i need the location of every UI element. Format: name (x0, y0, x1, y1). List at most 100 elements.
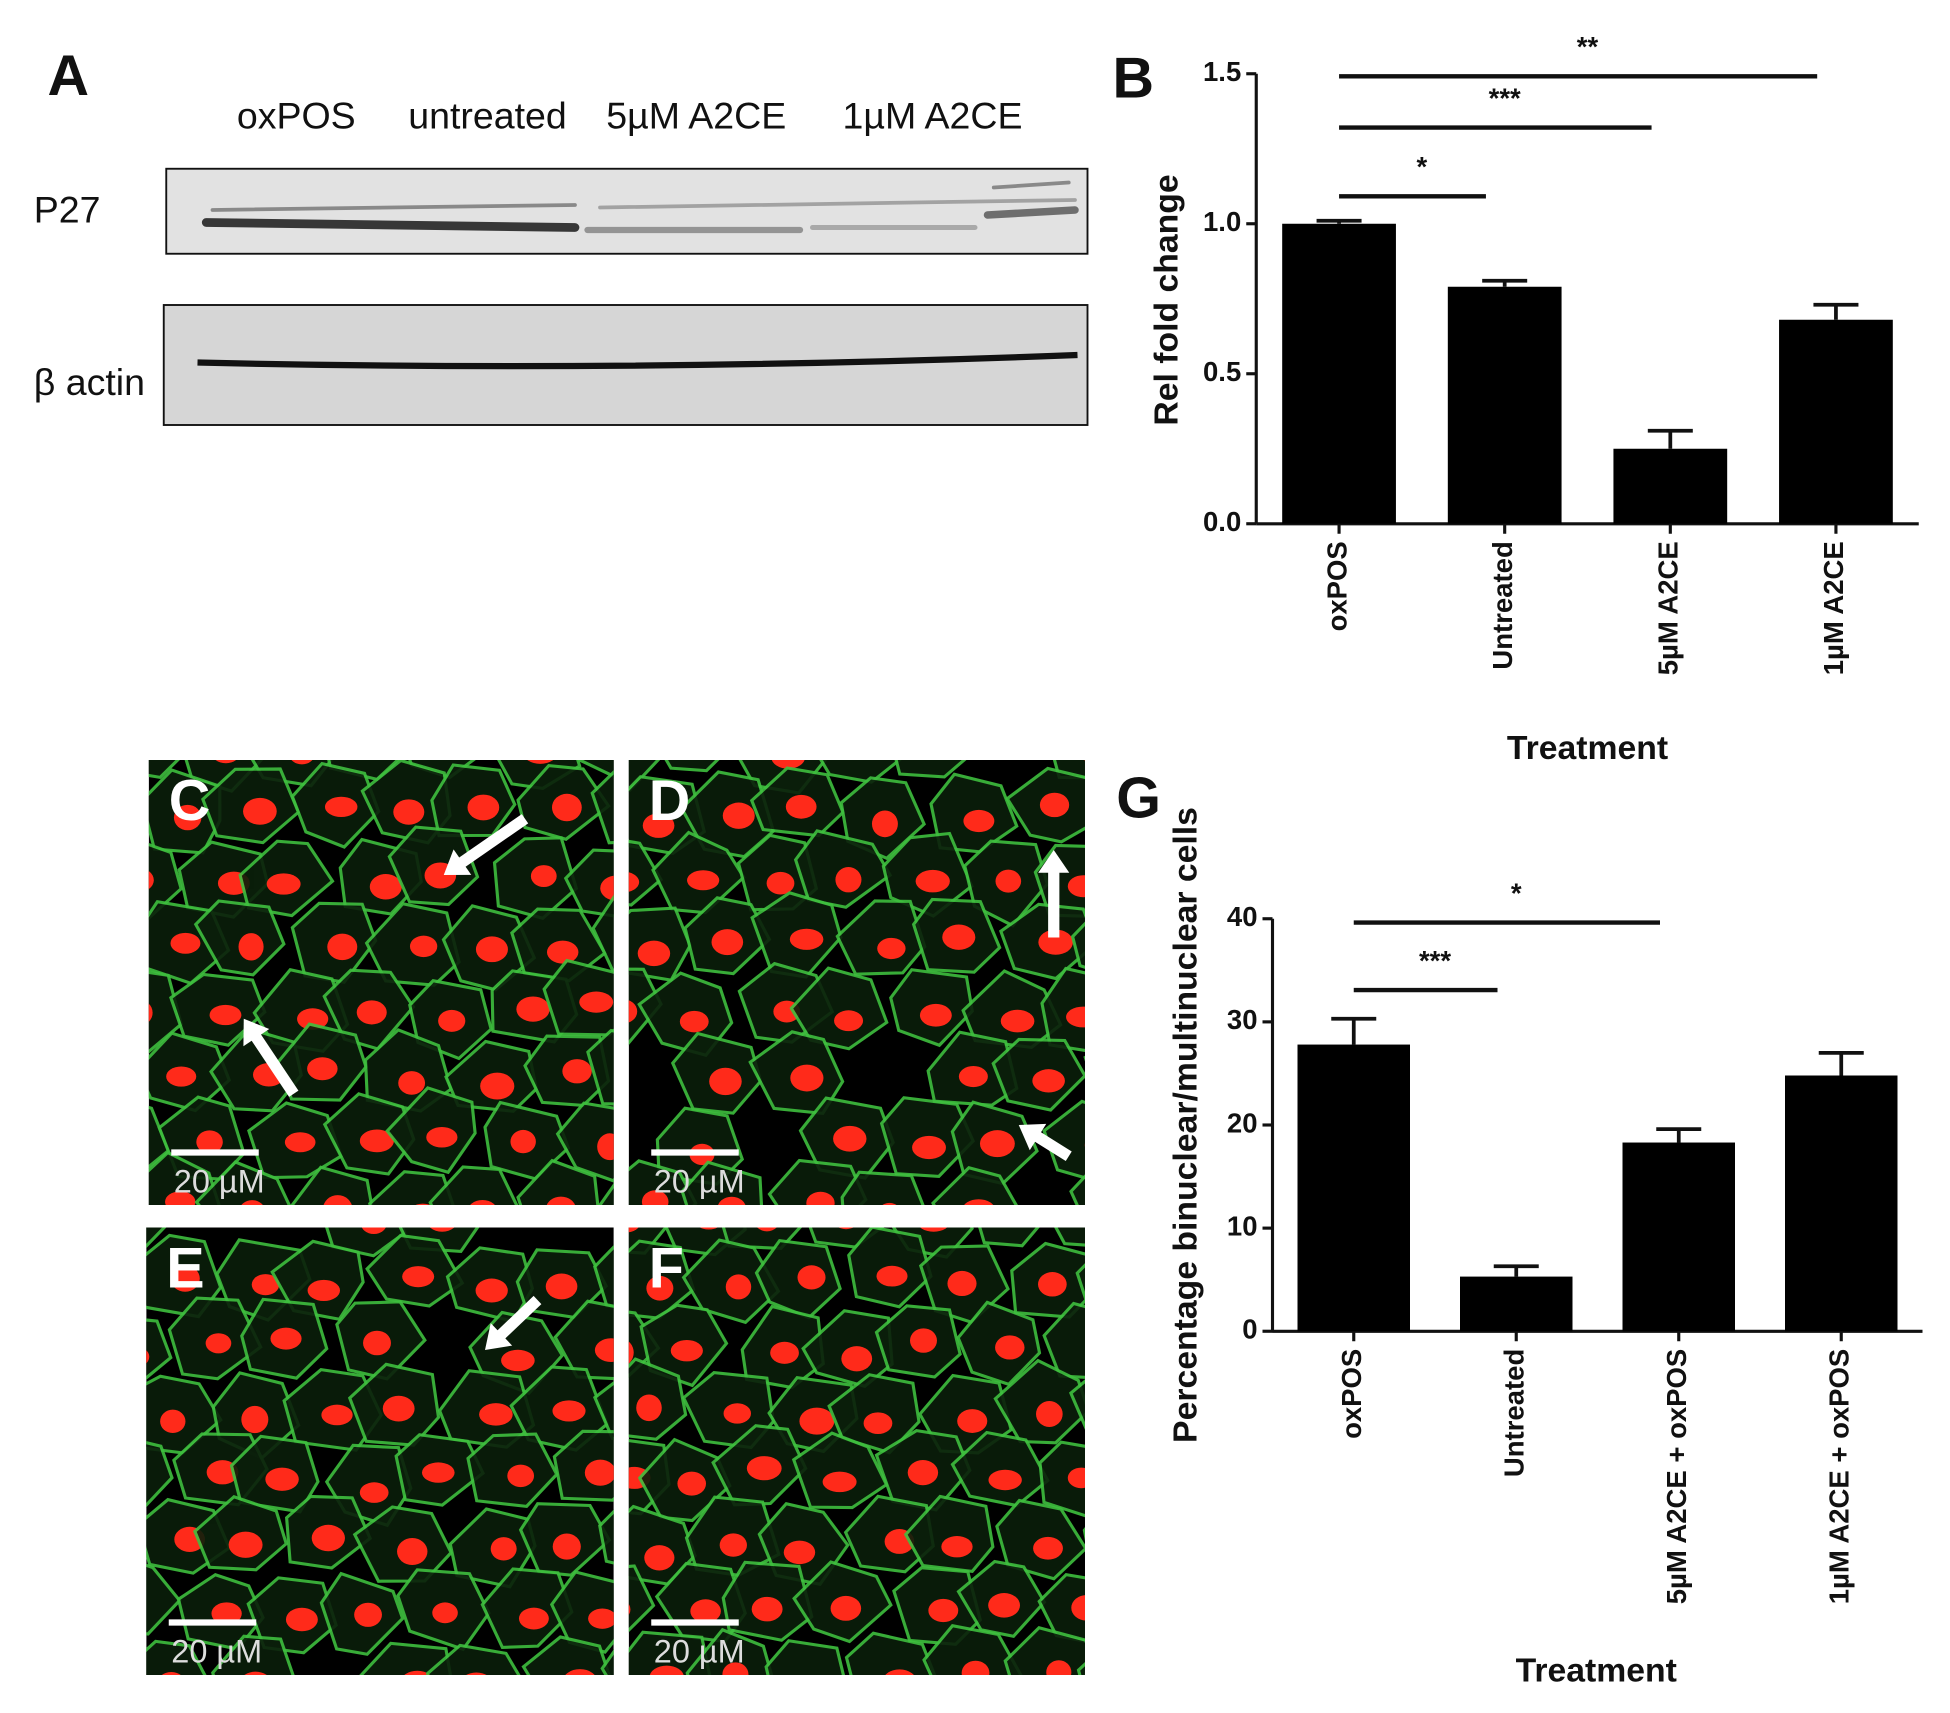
nucleus (766, 871, 795, 895)
micrograph-label: F (649, 1237, 684, 1301)
nucleus (251, 1274, 280, 1296)
nucleus (722, 802, 755, 829)
nucleus (1036, 1401, 1063, 1427)
nucleus (527, 759, 554, 764)
nucleus (307, 1057, 338, 1081)
nucleus (912, 1135, 946, 1160)
nucleus (995, 1335, 1025, 1360)
nucleus (393, 799, 425, 825)
nucleus (507, 1464, 535, 1488)
micrograph: F 20 µM (628, 1227, 1085, 1675)
arrowhead (485, 1323, 513, 1350)
nucleus (636, 1394, 662, 1422)
nucleus (863, 1412, 893, 1435)
nucleus (196, 1130, 223, 1154)
cell (664, 759, 720, 773)
arrow (247, 1028, 299, 1097)
x-tick-label: 5µM A2CE (1653, 541, 1684, 675)
cell (764, 1639, 846, 1675)
lane-label: oxPOS (237, 95, 356, 137)
nucleus (641, 1190, 669, 1205)
nucleus (628, 1000, 638, 1023)
nucleus (117, 1134, 145, 1156)
nucleus (1032, 1069, 1065, 1093)
cell (789, 966, 889, 1051)
nucleus (307, 1279, 340, 1302)
nucleus (148, 871, 154, 890)
micrographs: C 20 µM D 20 µM E 20 µM F 20 µM (117, 733, 1149, 1675)
nucleus (228, 1531, 263, 1558)
nucleus (1071, 1595, 1085, 1621)
nucleus (957, 1409, 988, 1433)
cell (480, 1567, 574, 1649)
cell (628, 1630, 712, 1675)
nucleus (215, 759, 237, 764)
panel-label: G (1116, 767, 1161, 831)
bar (1785, 1075, 1898, 1332)
nucleus (964, 1199, 994, 1205)
x-axis-title: Treatment (1516, 1651, 1677, 1689)
x-tick-label: Untreated (1487, 541, 1518, 669)
nucleus (1038, 1272, 1067, 1297)
cell (628, 839, 664, 907)
nucleus (402, 1266, 435, 1288)
nucleus (284, 1132, 316, 1153)
y-tick-label: 0.5 (1203, 356, 1241, 387)
nucleus (354, 1602, 382, 1627)
nucleus (871, 810, 898, 838)
nucleus (709, 1067, 742, 1096)
nucleus (356, 1000, 387, 1025)
nucleus (1084, 1143, 1085, 1147)
nucleus (584, 1459, 614, 1486)
arrowhead (443, 849, 472, 875)
y-tick-label: 10 (1227, 1210, 1258, 1241)
nucleus (942, 924, 976, 950)
nucleus (677, 733, 710, 757)
nucleus (205, 1333, 232, 1354)
nucleus (789, 928, 824, 950)
nucleus (327, 933, 358, 961)
nucleus (359, 1482, 389, 1503)
nucleus (265, 1467, 299, 1491)
cell (685, 1627, 774, 1675)
cell (146, 1563, 182, 1636)
bar (1460, 1276, 1573, 1332)
significance-label: * (1417, 151, 1428, 182)
cell (1070, 921, 1085, 969)
nucleus (919, 1003, 952, 1027)
row-label: P27 (34, 188, 101, 230)
nucleus (877, 937, 906, 960)
cell (894, 759, 967, 779)
cell (680, 1160, 764, 1205)
nucleus (915, 869, 950, 893)
nucleus (628, 1341, 634, 1364)
nucleus (790, 1064, 824, 1092)
nucleus (467, 794, 500, 821)
cell (767, 1158, 868, 1205)
nucleus (428, 735, 459, 756)
nucleus (628, 872, 640, 892)
significance-label: *** (1419, 945, 1451, 976)
nucleus (1116, 1060, 1149, 1082)
nucleus (700, 1227, 718, 1230)
nucleus (118, 1469, 146, 1495)
nucleus (1104, 935, 1132, 955)
cell (211, 1634, 295, 1675)
scale-label: 20 µM (174, 1163, 265, 1199)
nucleus (552, 1533, 581, 1560)
nucleus (369, 874, 402, 900)
micrograph: D 20 µM (628, 733, 1149, 1205)
nucleus (876, 1265, 908, 1287)
nucleus (797, 1265, 826, 1290)
nucleus (565, 1669, 595, 1675)
nucleus (432, 1602, 458, 1624)
y-tick-label: 20 (1227, 1107, 1258, 1138)
arrow (452, 814, 529, 872)
nucleus (359, 735, 391, 757)
nucleus (834, 1010, 864, 1032)
nucleus (597, 1133, 614, 1161)
lane-label: 5µM A2CE (606, 95, 786, 137)
nucleus (670, 1339, 703, 1362)
nucleus (646, 1275, 674, 1301)
x-tick-label: oxPOS (1336, 1349, 1367, 1439)
